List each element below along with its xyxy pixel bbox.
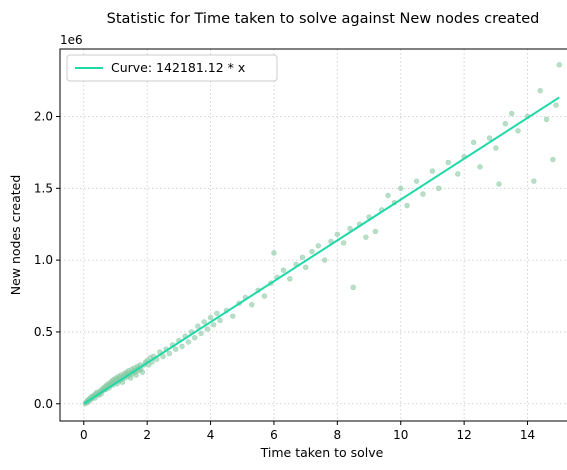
fit-line [83, 96, 560, 405]
y-tick-label: 1.0 [34, 253, 53, 267]
scatter-point [477, 164, 483, 170]
scatter-point [515, 128, 521, 134]
y-axis-ticks: 0.0 0.5 1.0 1.5 2.0 [34, 110, 60, 411]
scatter-point [496, 181, 502, 187]
y-tick-label: 2.0 [34, 110, 53, 124]
scatter-point [550, 156, 556, 163]
scatter-point [179, 343, 185, 350]
legend-entry-fit: Curve: 142181.12 * x [111, 60, 245, 75]
scatter-point [195, 323, 201, 329]
scatter-point [166, 350, 173, 357]
x-tick-label: 6 [270, 428, 278, 442]
scatter-point [160, 353, 166, 360]
scatter-point [302, 264, 309, 271]
scatter-point [207, 314, 214, 321]
scatter-point [347, 225, 353, 232]
scatter-point [543, 116, 550, 123]
scatter-point [420, 191, 426, 197]
scatter-point [280, 267, 287, 273]
scatter-points [82, 62, 562, 407]
scatter-point [340, 240, 347, 246]
scatter-point [321, 257, 328, 263]
y-tick-label: 0.5 [34, 325, 53, 339]
scatter-point [271, 250, 277, 256]
scatter-point [363, 234, 369, 240]
scatter-point [385, 192, 391, 199]
scatter-point [493, 145, 499, 151]
scatter-point [211, 322, 217, 328]
scatter-point [372, 228, 379, 235]
scatter-point [230, 313, 236, 319]
x-tick-label: 10 [393, 428, 408, 442]
scatter-point [214, 310, 220, 316]
scatter-point [413, 178, 420, 184]
scatter-point [172, 346, 179, 352]
x-tick-label: 4 [207, 428, 215, 442]
x-tick-label: 14 [520, 428, 535, 442]
scatter-point [508, 110, 515, 117]
scatter-point [445, 159, 451, 166]
scatter-point [127, 375, 134, 381]
y-tick-label: 0.0 [34, 397, 53, 411]
plot-frame [59, 48, 567, 422]
scatter-point [287, 276, 293, 282]
legend: Curve: 142181.12 * x [66, 54, 278, 82]
scatter-point [486, 135, 493, 141]
scatter-point [192, 334, 198, 341]
x-tick-label: 12 [456, 428, 471, 442]
scatter-point [531, 178, 537, 184]
scatter-point [315, 243, 322, 249]
grid [60, 49, 567, 421]
scatter-point [334, 231, 341, 237]
x-tick-label: 2 [143, 428, 151, 442]
legend-box [66, 54, 278, 82]
scatter-point [139, 369, 146, 375]
scatter-point [261, 293, 268, 299]
x-axis-label: Time taken to solve [260, 445, 384, 460]
y-offset-label: 1e6 [60, 33, 83, 47]
scatter-point [185, 339, 192, 345]
scatter-point [133, 372, 139, 378]
scatter-point [556, 62, 562, 68]
scatter-point [537, 87, 543, 94]
chart-title: Statistic for Time taken to solve agains… [107, 11, 540, 27]
x-tick-label: 0 [80, 428, 88, 442]
x-axis-ticks: 0 2 4 6 8 10 12 14 [80, 421, 535, 442]
scatter-point [404, 202, 410, 209]
scatter-point [436, 185, 442, 192]
scatter-point [299, 254, 306, 260]
scatter-point [398, 185, 404, 192]
y-axis-label: New nodes created [8, 175, 23, 296]
scatter-point [553, 102, 559, 108]
scatter-point [249, 301, 255, 308]
scatter-point [198, 330, 204, 337]
scatter-point [309, 248, 315, 255]
fit-line-group [83, 96, 560, 405]
y-tick-label: 1.5 [34, 181, 53, 195]
scatter-point [217, 317, 223, 324]
scatter-point [470, 139, 477, 146]
scatter-point [502, 120, 509, 127]
x-tick-label: 8 [334, 428, 342, 442]
scatter-point [429, 168, 436, 174]
scatter-point [350, 284, 356, 291]
scatter-point [201, 319, 207, 325]
scatter-point [455, 171, 461, 177]
scatter-point [204, 326, 211, 332]
